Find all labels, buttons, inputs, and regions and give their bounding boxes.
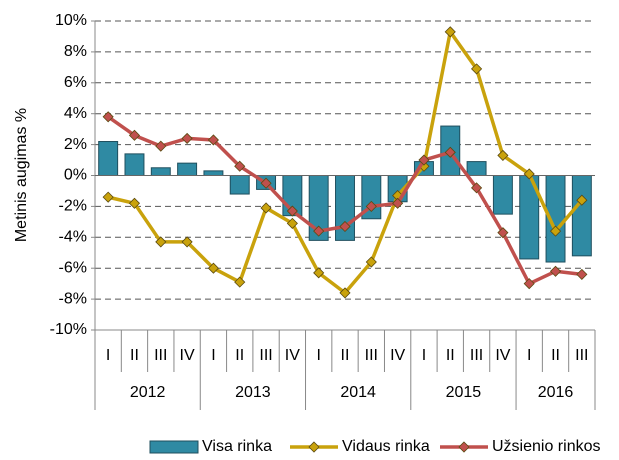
x-tick-label: IV	[180, 347, 195, 364]
marker	[234, 160, 246, 172]
marker	[260, 202, 272, 214]
x-tick-label: III	[154, 347, 167, 364]
bar	[177, 162, 198, 176]
marker	[181, 132, 193, 144]
y-tick-label: 2%	[64, 136, 87, 153]
x-group-label: 2012	[130, 384, 166, 401]
legend-label: Visa rinka	[202, 438, 272, 455]
marker	[313, 225, 325, 237]
y-tick-label: 10%	[55, 12, 87, 29]
marker	[549, 225, 562, 237]
legend-marker	[308, 441, 320, 453]
x-tick-label: III	[575, 347, 588, 364]
x-tick-label: IV	[495, 347, 510, 364]
marker	[523, 278, 535, 290]
x-tick-label: II	[341, 347, 350, 364]
x-tick-label: I	[106, 347, 110, 364]
y-tick-label: -8%	[59, 290, 87, 307]
y-tick-label: 8%	[64, 43, 87, 60]
x-tick-label: III	[470, 347, 483, 364]
bar	[466, 161, 487, 177]
x-group-label: 2015	[446, 384, 482, 401]
y-axis-label: Metinis augimas %	[13, 108, 30, 242]
x-tick-label: I	[211, 347, 215, 364]
x-tick-label: III	[259, 347, 272, 364]
x-tick-label: III	[365, 347, 378, 364]
bar	[492, 175, 513, 215]
marker	[339, 287, 351, 299]
marker	[128, 197, 141, 209]
marker	[260, 177, 272, 189]
y-tick-label: 0%	[64, 167, 87, 184]
marker	[339, 220, 351, 233]
legend-label: Vidaus rinka	[342, 438, 430, 455]
marker	[549, 265, 562, 277]
marker	[313, 267, 325, 279]
bar	[229, 175, 250, 195]
y-tick-label: -10%	[50, 321, 87, 338]
legend-marker	[458, 441, 470, 453]
legend-swatch	[149, 440, 199, 454]
x-tick-label: IV	[285, 347, 300, 364]
marker	[523, 168, 535, 180]
marker	[286, 217, 298, 229]
marker	[471, 63, 483, 75]
x-group-label: 2013	[235, 384, 271, 401]
legend-label: Užsienio rinkos	[492, 438, 600, 455]
y-tick-label: -6%	[59, 259, 87, 276]
marker	[128, 129, 141, 141]
marker	[576, 194, 588, 206]
marker	[155, 236, 167, 248]
marker	[471, 182, 483, 194]
marker	[207, 262, 219, 274]
marker	[497, 149, 509, 161]
marker	[207, 134, 219, 146]
x-tick-label: IV	[390, 347, 405, 364]
marker	[365, 256, 377, 268]
bar	[150, 167, 171, 176]
x-tick-label: I	[316, 347, 320, 364]
bar	[98, 141, 119, 176]
marker	[365, 200, 377, 212]
x-tick-label: II	[130, 347, 139, 364]
y-tick-label: 6%	[64, 74, 87, 91]
marker	[444, 26, 456, 38]
marker	[102, 111, 114, 123]
marker	[181, 236, 193, 248]
x-tick-label: I	[527, 347, 531, 364]
marker	[392, 197, 404, 209]
marker	[497, 227, 509, 239]
marker	[155, 140, 167, 152]
y-tick-label: 4%	[64, 105, 87, 122]
x-tick-label: II	[551, 347, 560, 364]
bar	[124, 153, 145, 176]
marker	[102, 191, 114, 203]
x-tick-label: II	[235, 347, 244, 364]
x-group-label: 2016	[538, 384, 574, 401]
bar	[203, 170, 224, 177]
y-tick-label: -4%	[59, 229, 87, 246]
x-tick-label: I	[422, 347, 426, 364]
line	[107, 30, 584, 295]
bar	[571, 175, 592, 257]
marker	[444, 146, 456, 158]
x-group-label: 2014	[340, 384, 376, 401]
marker	[576, 268, 588, 280]
marker	[286, 205, 298, 217]
x-tick-label: II	[446, 347, 455, 364]
y-tick-label: -2%	[59, 198, 87, 215]
marker	[234, 276, 246, 288]
marker	[418, 154, 430, 166]
